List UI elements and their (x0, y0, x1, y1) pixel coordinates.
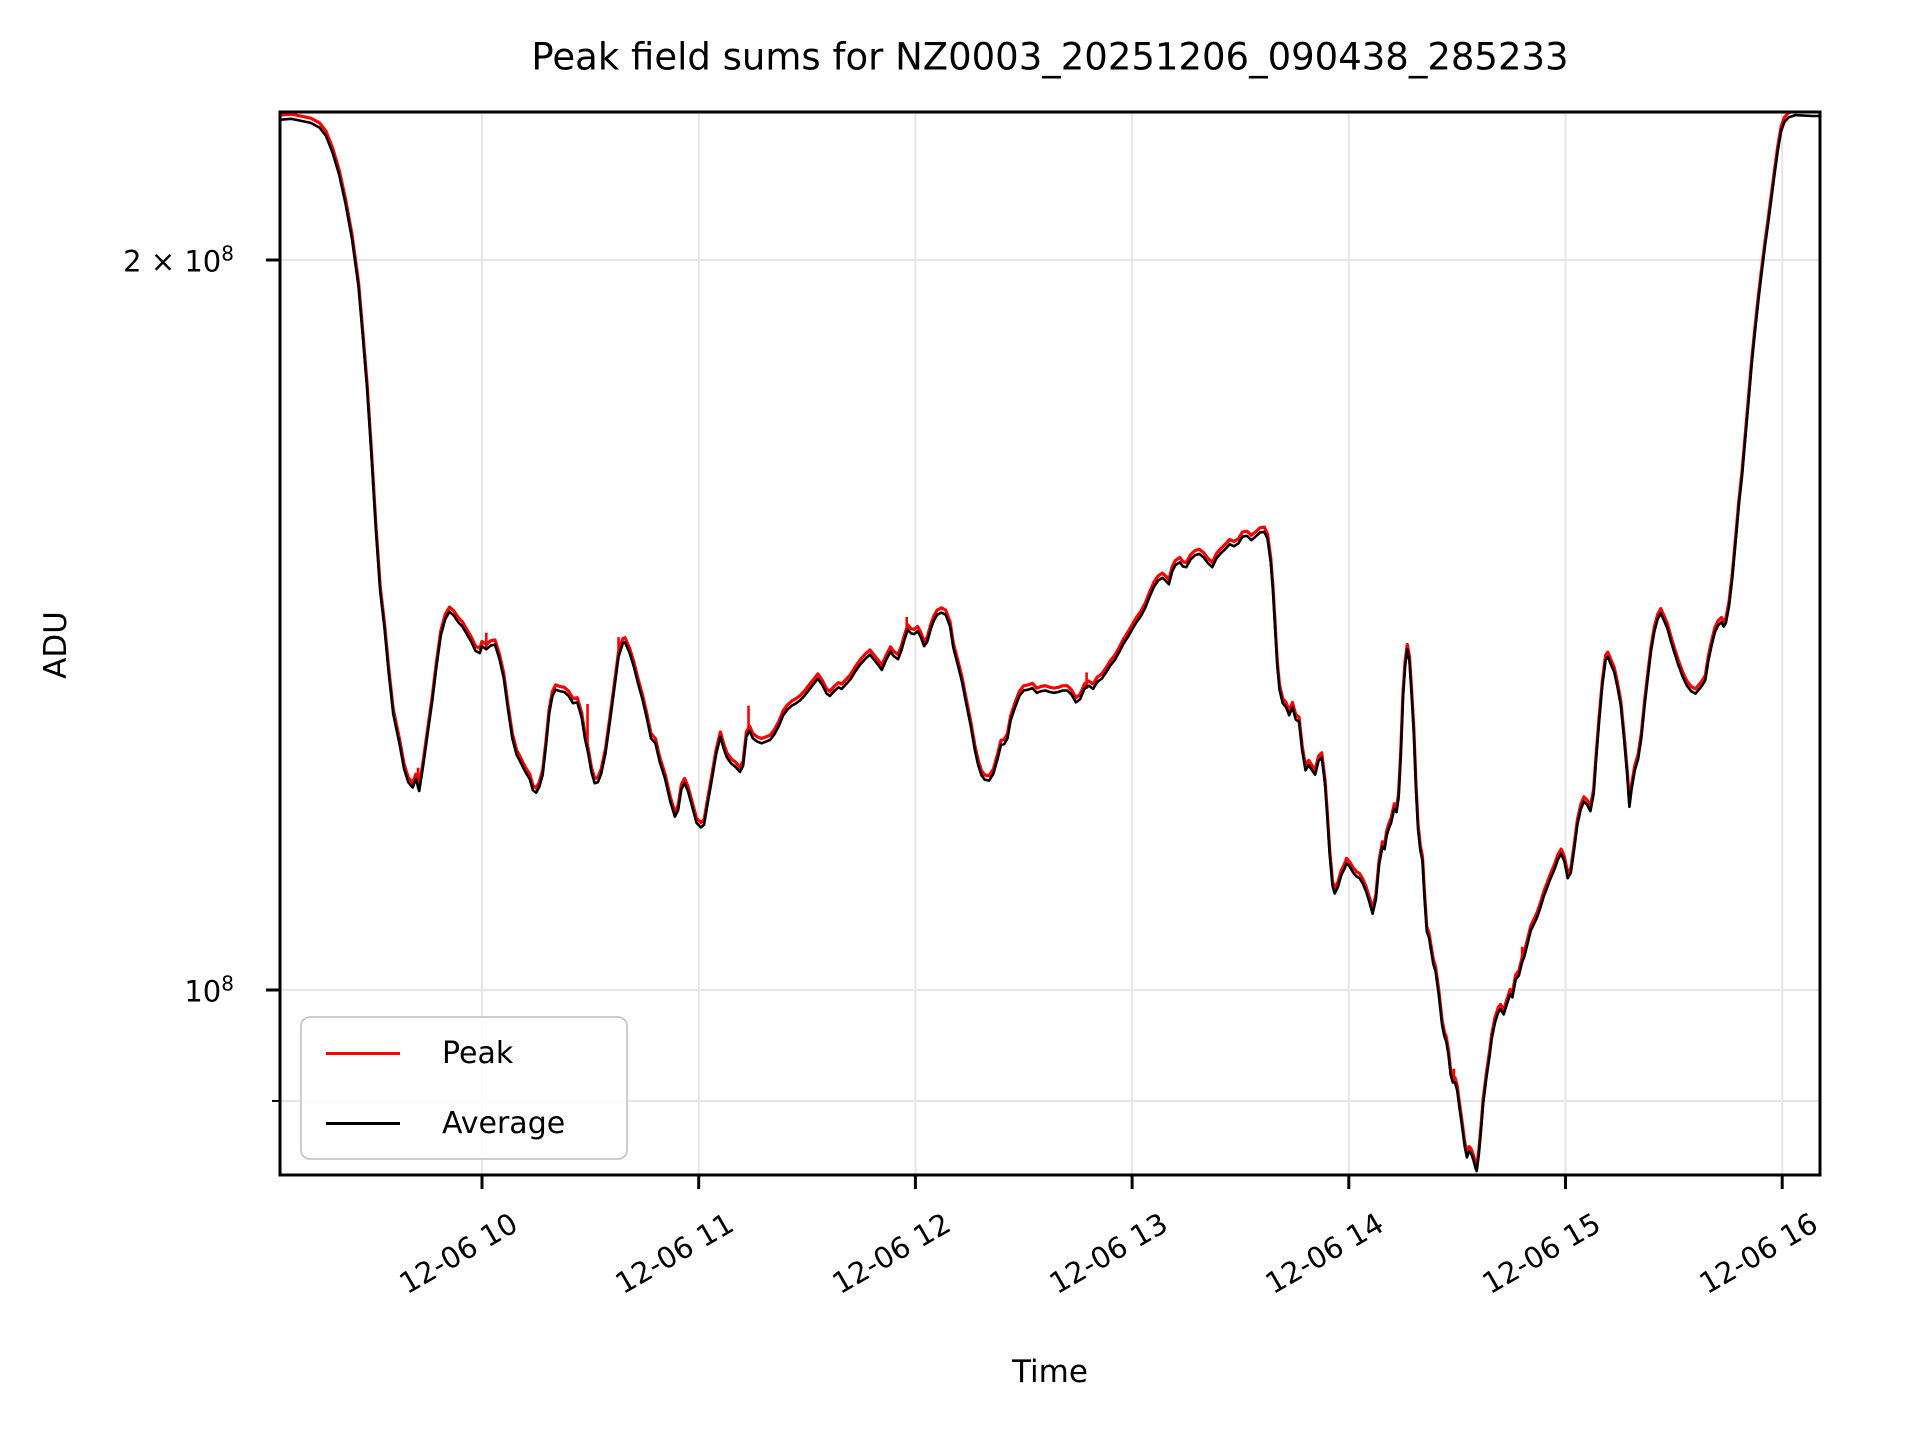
legend: Peak Average (300, 1016, 628, 1160)
legend-item-average: Average (302, 1088, 626, 1158)
y-tick-label: 2 × 108 (123, 241, 234, 279)
legend-item-peak: Peak (302, 1018, 626, 1088)
y-tick-label: 108 (184, 971, 234, 1009)
y-axis-label: ADU (38, 611, 74, 679)
x-axis-label: Time (1012, 1354, 1088, 1390)
peak-series-line (280, 112, 1819, 1168)
chart-title: Peak field sums for NZ0003_20251206_0904… (531, 35, 1569, 79)
average-series-line (280, 113, 1819, 1173)
legend-label-peak: Peak (442, 1035, 514, 1071)
average-line-swatch-icon (326, 1121, 400, 1125)
axes-spines (278, 110, 1822, 1177)
peak-line-swatch-icon (326, 1051, 400, 1055)
legend-label-average: Average (442, 1105, 566, 1141)
